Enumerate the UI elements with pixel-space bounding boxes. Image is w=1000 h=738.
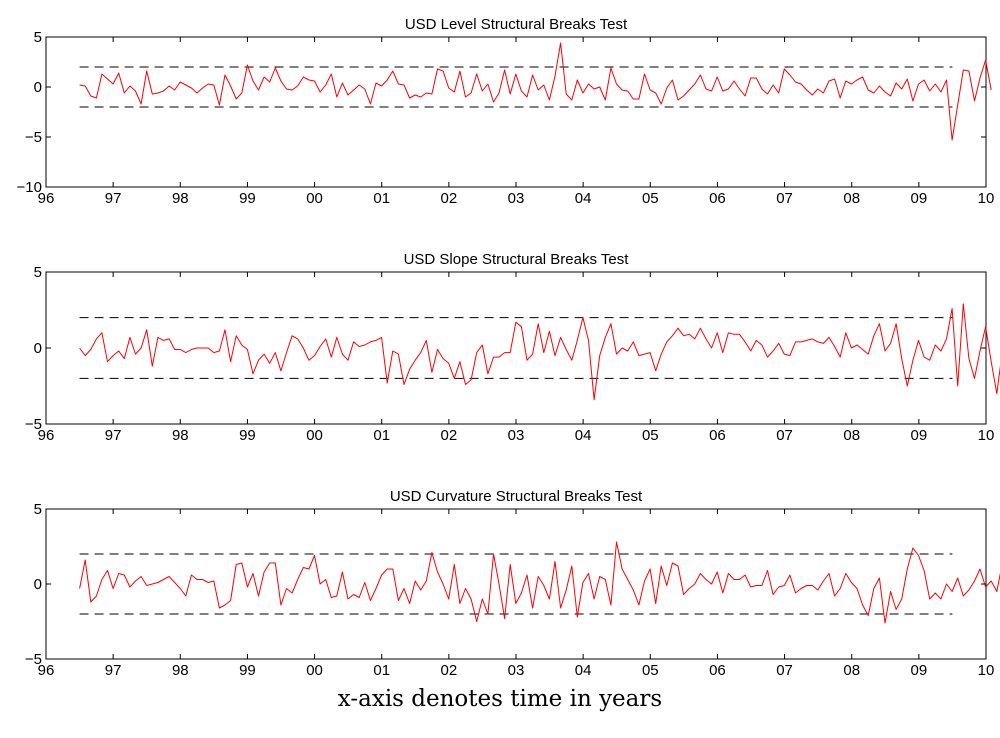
series-line — [79, 42, 992, 141]
y-tick-label: −5 — [25, 651, 42, 668]
y-tick-label: 5 — [34, 501, 42, 518]
x-tick-label: 03 — [508, 190, 525, 207]
x-tick-label: 06 — [709, 190, 726, 207]
plot-frame — [45, 508, 987, 660]
y-tick-label: 5 — [34, 29, 42, 46]
y-tick-label: −5 — [25, 416, 42, 433]
y-tick-label: 0 — [34, 576, 42, 593]
y-tick-label: 0 — [34, 79, 42, 96]
plot-frame — [45, 271, 987, 425]
chart-title: USD Level Structural Breaks Test — [405, 16, 628, 33]
x-tick-label: 99 — [239, 427, 256, 444]
chart-panel-3: USD Curvature Structural Breaks Test 96 97… — [25, 488, 1000, 679]
series-line — [79, 303, 1000, 401]
x-tick-label: 06 — [709, 427, 726, 444]
x-tick-label: 05 — [642, 662, 659, 679]
x-tick-label: 99 — [239, 662, 256, 679]
x-tick-label: 02 — [441, 427, 458, 444]
x-tick-label: 05 — [642, 427, 659, 444]
x-tick-label: 96 — [38, 427, 55, 444]
x-tick-label: 98 — [172, 662, 189, 679]
x-tick-label: 08 — [843, 662, 860, 679]
x-tick-label: 04 — [575, 662, 592, 679]
x-tick-label: 09 — [911, 662, 928, 679]
x-tick-label: 08 — [843, 190, 860, 207]
x-tick-label: 03 — [508, 427, 525, 444]
series-line — [79, 541, 1000, 624]
y-tick-label: −5 — [25, 129, 42, 146]
x-tick-label: 03 — [508, 662, 525, 679]
x-tick-label: 09 — [911, 190, 928, 207]
x-tick-label: 98 — [172, 190, 189, 207]
x-tick-label: 00 — [306, 662, 323, 679]
x-tick-label: 10 — [978, 190, 995, 207]
x-tick-label: 02 — [441, 662, 458, 679]
x-tick-label: 08 — [843, 427, 860, 444]
x-tick-label: 97 — [105, 190, 122, 207]
x-tick-label: 04 — [575, 427, 592, 444]
x-tick-label: 98 — [172, 427, 189, 444]
x-tick-label: 10 — [978, 662, 995, 679]
x-tick-label: 96 — [38, 190, 55, 207]
y-tick-label: 5 — [34, 264, 42, 281]
chart-title: USD Slope Structural Breaks Test — [404, 251, 630, 268]
x-tick-label: 00 — [306, 427, 323, 444]
x-tick-label: 00 — [306, 190, 323, 207]
chart-title: USD Curvature Structural Breaks Test — [390, 488, 643, 505]
x-tick-label: 07 — [776, 427, 793, 444]
x-tick-label: 05 — [642, 190, 659, 207]
x-tick-label: 96 — [38, 662, 55, 679]
chart-panel-1: USD Level Structural Breaks Test 96 97 98 99… — [17, 16, 995, 207]
x-tick-label: 01 — [373, 427, 390, 444]
plot-frame — [45, 36, 987, 188]
y-tick-label: 0 — [34, 340, 42, 357]
x-tick-label: 04 — [575, 190, 592, 207]
x-tick-label: 01 — [373, 190, 390, 207]
x-tick-label: 02 — [441, 190, 458, 207]
chart-panel-2: USD Slope Structural Breaks Test 96 97 98 99… — [25, 251, 1000, 444]
x-tick-label: 01 — [373, 662, 390, 679]
x-tick-label: 07 — [776, 190, 793, 207]
x-tick-label: 10 — [978, 427, 995, 444]
x-tick-label: 09 — [911, 427, 928, 444]
x-axis-caption: x-axis denotes time in years — [337, 686, 663, 712]
x-tick-label: 07 — [776, 662, 793, 679]
x-tick-label: 97 — [105, 427, 122, 444]
x-tick-label: 97 — [105, 662, 122, 679]
y-tick-label: −10 — [17, 179, 42, 196]
x-tick-label: 99 — [239, 190, 256, 207]
x-tick-label: 06 — [709, 662, 726, 679]
